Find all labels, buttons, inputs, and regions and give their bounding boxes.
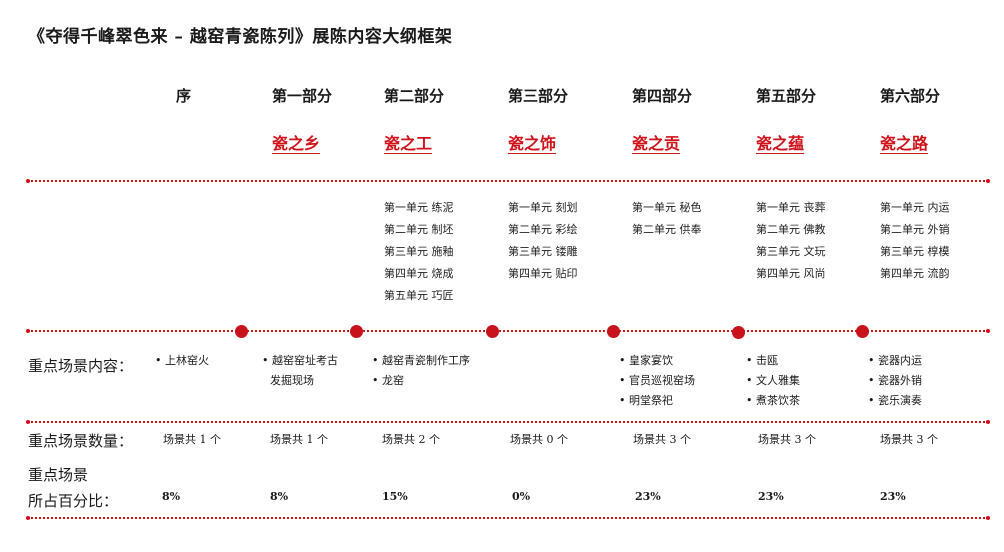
divider-line (28, 180, 988, 182)
scene-item: • 瓷乐演奏 (868, 394, 922, 407)
scene-item: • 龙窑 (372, 374, 404, 387)
unit-item: 第四单元 流韵 (880, 267, 950, 280)
line-end-dot (986, 516, 990, 520)
unit-item: 第二单元 彩绘 (508, 223, 578, 236)
part-heading: 序 (176, 87, 192, 105)
part-theme: 瓷之路 (880, 134, 929, 153)
scene-item: 发掘现场 (270, 374, 314, 387)
row-label-pct-1: 重点场景 (28, 466, 89, 484)
part-theme: 瓷之工 (384, 134, 433, 153)
row-label-pct-2: 所占百分比： (28, 492, 119, 510)
unit-item: 第一单元 内运 (880, 201, 950, 214)
divider-line (28, 517, 988, 519)
unit-item: 第一单元 丧葬 (756, 201, 826, 214)
part-theme: 瓷之乡 (272, 134, 321, 153)
unit-item: 第二单元 制坯 (384, 223, 454, 236)
divider-line (28, 421, 988, 423)
line-end-dot (26, 329, 30, 333)
scene-item: • 官员巡视窑场 (619, 374, 695, 387)
scene-item: • 上林窑火 (155, 354, 209, 367)
timeline-node (732, 326, 745, 339)
part-theme: 瓷之蕴 (756, 134, 805, 153)
part-heading: 第三部分 (508, 87, 569, 105)
line-end-dot (26, 516, 30, 520)
unit-item: 第五单元 巧匠 (384, 289, 454, 302)
scene-percent: 23% (758, 490, 784, 503)
scene-count: 场景共 3 个 (633, 433, 691, 446)
timeline-node (486, 325, 499, 338)
scene-count: 场景共 0 个 (510, 433, 568, 446)
scene-percent: 23% (880, 490, 906, 503)
scene-percent: 8% (162, 490, 181, 503)
scene-item: • 皇家宴饮 (619, 354, 673, 367)
scene-count: 场景共 1 个 (163, 433, 221, 446)
row-label-scenes: 重点场景内容： (28, 357, 134, 375)
unit-item: 第四单元 风尚 (756, 267, 826, 280)
unit-item: 第三单元 镂雕 (508, 245, 578, 258)
scene-count: 场景共 3 个 (880, 433, 938, 446)
part-heading: 第五部分 (756, 87, 817, 105)
scene-item: • 越窑窑址考古 (262, 354, 338, 367)
scene-count: 场景共 3 个 (758, 433, 816, 446)
scene-item: • 瓷器外销 (868, 374, 922, 387)
timeline-node (235, 325, 248, 338)
unit-item: 第一单元 练泥 (384, 201, 454, 214)
part-heading: 第四部分 (632, 87, 693, 105)
scene-item: • 煮茶饮茶 (746, 394, 800, 407)
unit-item: 第一单元 刻划 (508, 201, 578, 214)
scene-item: • 明堂祭祀 (619, 394, 673, 407)
line-end-dot (26, 179, 30, 183)
part-theme: 瓷之饰 (508, 134, 557, 153)
unit-item: 第二单元 供奉 (632, 223, 702, 236)
scene-percent: 23% (635, 490, 661, 503)
timeline-node (856, 325, 869, 338)
line-end-dot (986, 179, 990, 183)
unit-item: 第二单元 外销 (880, 223, 950, 236)
scene-count: 场景共 1 个 (270, 433, 328, 446)
unit-item: 第二单元 佛教 (756, 223, 826, 236)
timeline-node (350, 325, 363, 338)
scene-percent: 15% (382, 490, 408, 503)
part-heading: 第六部分 (880, 87, 941, 105)
unit-item: 第三单元 文玩 (756, 245, 826, 258)
scene-item: • 瓷器内运 (868, 354, 922, 367)
unit-item: 第三单元 椁模 (880, 245, 950, 258)
unit-item: 第四单元 贴印 (508, 267, 578, 280)
scene-item: • 击瓯 (746, 354, 778, 367)
part-theme: 瓷之贡 (632, 134, 681, 153)
timeline-line (28, 330, 988, 332)
page-title: 《夺得千峰翠色来 – 越窑青瓷陈列》展陈内容大纲框架 (28, 27, 453, 47)
unit-item: 第三单元 施釉 (384, 245, 454, 258)
timeline-node (607, 325, 620, 338)
part-heading: 第一部分 (272, 87, 333, 105)
scene-count: 场景共 2 个 (382, 433, 440, 446)
part-heading: 第二部分 (384, 87, 445, 105)
scene-percent: 0% (512, 490, 531, 503)
scene-percent: 8% (270, 490, 289, 503)
line-end-dot (986, 420, 990, 424)
row-label-count: 重点场景数量： (28, 432, 134, 450)
unit-item: 第四单元 烧成 (384, 267, 454, 280)
unit-item: 第一单元 秘色 (632, 201, 702, 214)
line-end-dot (986, 329, 990, 333)
scene-item: • 越窑青瓷制作工序 (372, 354, 470, 367)
line-end-dot (26, 420, 30, 424)
scene-item: • 文人雅集 (746, 374, 800, 387)
